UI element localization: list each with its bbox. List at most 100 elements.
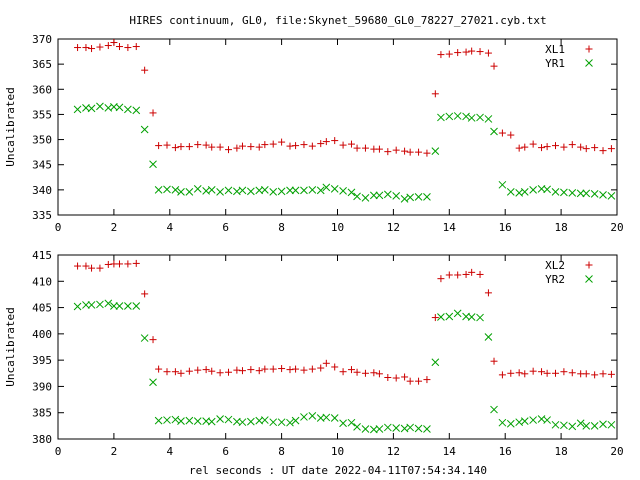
point-xl1-31 bbox=[308, 142, 316, 150]
point-xl2-49 bbox=[445, 271, 453, 279]
legend-marker-yr2 bbox=[585, 275, 593, 283]
x-axis-label: rel seconds : UT date 2022-04-11T07:54:3… bbox=[189, 464, 487, 477]
point-yr1-14-d2 bbox=[177, 188, 185, 196]
point-yr1-54-d2 bbox=[484, 115, 493, 123]
point-xl2-36 bbox=[347, 366, 355, 374]
point-yr1-70 bbox=[607, 192, 616, 200]
point-yr2-55-d2 bbox=[490, 405, 498, 414]
point-yr2-36-d2 bbox=[347, 418, 356, 427]
point-yr2-12 bbox=[163, 416, 171, 424]
point-xl2-16 bbox=[194, 366, 202, 374]
point-yr1-35-d2 bbox=[339, 187, 347, 195]
point-yr2-59-d2 bbox=[520, 417, 529, 425]
point-yr1-33 bbox=[322, 183, 331, 192]
point-xl1-1 bbox=[82, 44, 90, 52]
point-xl1-37 bbox=[353, 144, 361, 152]
point-xl2-22 bbox=[238, 367, 246, 375]
point-yr1-40-d2 bbox=[375, 191, 384, 200]
point-xl1-25 bbox=[261, 141, 269, 149]
point-yr1-55-d2 bbox=[490, 127, 498, 136]
point-xl1-7 bbox=[124, 44, 132, 52]
point-yr2-26-d2 bbox=[269, 418, 278, 427]
point-yr1-46-d2 bbox=[423, 193, 431, 201]
point-xl1-66 bbox=[577, 143, 585, 151]
point-yr2-62 bbox=[543, 416, 551, 424]
point-xl2-67 bbox=[582, 370, 590, 378]
x-tick-label-2-2: 4 bbox=[166, 445, 173, 458]
point-yr1-19-d2 bbox=[216, 188, 224, 196]
point-xl2-13 bbox=[171, 368, 179, 376]
panel-1: 335 340 345 350 355 360 365 370 0 2 4 6 8 10 12 14 16 18 2… bbox=[4, 33, 624, 234]
point-yr2-1-d2 bbox=[82, 301, 90, 309]
point-yr2-46-d2 bbox=[423, 425, 431, 433]
series-yr2 bbox=[73, 299, 616, 434]
point-yr1-43-d2 bbox=[400, 195, 409, 203]
point-xl1-64 bbox=[560, 143, 568, 151]
point-yr2-19-d2 bbox=[216, 415, 224, 423]
point-xl1-22 bbox=[238, 142, 246, 150]
point-yr2-65 bbox=[568, 422, 577, 431]
point-xl1-49 bbox=[445, 50, 453, 58]
point-yr2-23-d2 bbox=[247, 417, 255, 426]
point-yr1-54 bbox=[484, 115, 493, 123]
point-yr2-38-d2 bbox=[361, 425, 370, 433]
x-tick-label-1-9: 18 bbox=[554, 221, 567, 234]
point-yr1-7 bbox=[124, 105, 132, 114]
point-yr2-28-d2 bbox=[286, 418, 294, 427]
point-xl2-64 bbox=[560, 368, 568, 376]
point-yr1-46 bbox=[423, 193, 431, 201]
point-xl2-19 bbox=[216, 369, 224, 377]
legend-label-xl1: XL1 bbox=[545, 43, 565, 56]
point-yr1-2-d2 bbox=[87, 104, 96, 113]
point-yr1-66-d2 bbox=[576, 189, 585, 198]
point-yr2-20-d2 bbox=[224, 415, 233, 424]
point-yr2-9 bbox=[140, 334, 149, 342]
point-yr2-3 bbox=[96, 300, 104, 309]
point-yr1-32-d2 bbox=[316, 186, 325, 195]
point-yr1-50 bbox=[453, 112, 462, 120]
point-xl2-60 bbox=[529, 367, 537, 375]
point-yr1-49-d2 bbox=[445, 112, 454, 121]
x-tick-label-1-5: 10 bbox=[331, 221, 344, 234]
point-xl2-33 bbox=[322, 359, 330, 367]
point-yr1-14 bbox=[177, 188, 185, 196]
point-yr2-27 bbox=[277, 418, 286, 427]
point-yr1-65-d2 bbox=[568, 189, 577, 197]
point-xl2-37 bbox=[353, 368, 361, 376]
point-xl2-57 bbox=[507, 369, 515, 377]
series-xl1 bbox=[74, 39, 615, 157]
point-yr1-18-d2 bbox=[207, 186, 216, 194]
point-xl2-39 bbox=[370, 369, 378, 377]
point-xl2-7 bbox=[124, 260, 132, 268]
point-xl1-13 bbox=[171, 144, 179, 152]
point-xl1-55 bbox=[490, 62, 498, 70]
point-yr2-66-d2 bbox=[576, 419, 585, 428]
chart-panels: 335 340 345 350 355 360 365 370 0 2 4 6 8 10 12 14 16 18 2… bbox=[4, 33, 624, 458]
point-yr1-21-d2 bbox=[233, 187, 241, 196]
point-xl1-42 bbox=[392, 146, 400, 154]
point-xl1-4 bbox=[104, 42, 112, 50]
point-yr2-64 bbox=[560, 421, 568, 430]
point-yr2-6-d2 bbox=[115, 302, 124, 310]
point-yr2-63-d2 bbox=[551, 420, 560, 429]
point-xl1-58 bbox=[515, 144, 523, 152]
y-tick-label-1-1: 340 bbox=[32, 184, 52, 197]
point-yr1-62 bbox=[543, 185, 551, 194]
point-yr2-27-d2 bbox=[277, 418, 286, 427]
point-yr1-8 bbox=[132, 106, 141, 115]
point-xl1-18 bbox=[208, 143, 216, 151]
point-xl1-21 bbox=[233, 144, 241, 152]
point-yr1-39-d2 bbox=[369, 191, 378, 200]
point-yr1-47-d2 bbox=[431, 147, 440, 155]
point-yr2-69-d2 bbox=[599, 420, 607, 429]
point-yr1-17-d2 bbox=[202, 187, 210, 195]
point-yr1-26 bbox=[269, 188, 278, 196]
point-yr1-63 bbox=[551, 188, 560, 196]
point-xl1-26 bbox=[269, 140, 277, 148]
point-yr2-31-d2 bbox=[308, 412, 317, 420]
legend-marker-yr2-d2 bbox=[585, 275, 593, 283]
point-yr1-64 bbox=[560, 188, 568, 197]
point-xl2-32 bbox=[317, 364, 325, 372]
point-yr1-0-d2 bbox=[73, 105, 82, 114]
point-xl1-51 bbox=[462, 48, 470, 56]
